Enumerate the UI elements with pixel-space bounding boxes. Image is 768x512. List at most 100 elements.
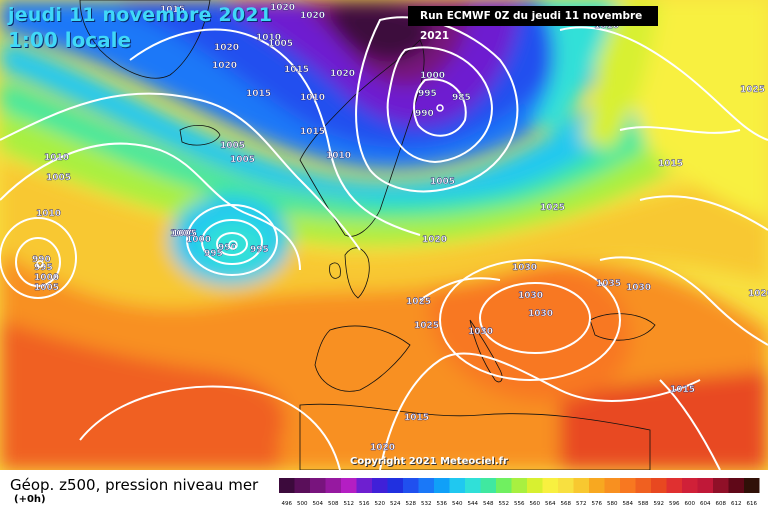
- isobar-label: 995: [250, 245, 269, 255]
- legend-swatch: [666, 478, 682, 493]
- legend-value: 548: [483, 501, 494, 507]
- legend-swatch: [480, 478, 496, 493]
- isobar-label: 1015: [246, 89, 271, 99]
- legend-swatch: [589, 478, 605, 493]
- isobar-line: [413, 78, 467, 137]
- legend-swatch: [418, 478, 434, 493]
- legend-swatch: [279, 478, 295, 493]
- field-green-band: [0, 80, 700, 221]
- run-info: Run ECMWF 0Z du jeudi 11 novembre 2021: [408, 6, 658, 42]
- isobar-label: 1020: [748, 289, 768, 299]
- legend-value: 584: [623, 501, 634, 507]
- isobar-label: 1010: [36, 209, 61, 219]
- isobar-labels: 1020 1020 1010 1005 1020 1020 1015 1015 …: [32, 3, 768, 453]
- legend-value: 496: [282, 501, 293, 507]
- low-center-mark: [228, 240, 238, 250]
- coast-british-isles: [329, 247, 370, 299]
- isobar-high-balkans: [439, 259, 621, 381]
- coast-scandinavia: [299, 39, 425, 237]
- legend-value: 516: [359, 501, 370, 507]
- legend-value: 540: [452, 501, 463, 507]
- isobar-line: [379, 352, 701, 470]
- legend-swatch: [604, 478, 620, 493]
- isobar-label: 1005: [46, 173, 71, 183]
- isobar-low-iceland: [216, 232, 248, 256]
- legend-value: 552: [499, 501, 510, 507]
- isobar-label: 1015: [670, 385, 695, 395]
- isobar-label: 1005: [170, 229, 195, 239]
- isobar-label: 1020: [214, 43, 239, 53]
- isobar-label: 1030: [468, 327, 493, 337]
- chart-title: Géop. z500, pression niveau mer: [10, 476, 259, 494]
- legend-value: 612: [731, 501, 742, 507]
- legend-swatch: [372, 478, 388, 493]
- field-cyan-band: [0, 40, 680, 202]
- legend-swatch: [558, 478, 574, 493]
- isobar-label: 985: [452, 93, 471, 103]
- isobar-line: [659, 379, 721, 470]
- isobar-label: 1015: [284, 65, 309, 75]
- legend-value: 564: [545, 501, 556, 507]
- field-orange-central: [430, 258, 631, 402]
- isobar-line: [386, 46, 493, 164]
- legend-swatch: [356, 478, 372, 493]
- isobar-label: 1015: [300, 127, 325, 137]
- geopotential-field: [0, 0, 768, 470]
- coastlines: [79, 0, 656, 470]
- isobar-line: [559, 26, 768, 141]
- isobar-high-balkans: [479, 282, 591, 354]
- color-legend: 496 500 504 508 512 516 520 524 528 532 536 540 544 5…: [279, 478, 760, 507]
- coast-africa: [299, 403, 651, 470]
- isobar-label: 1005: [34, 283, 59, 293]
- isobar-label: 1010: [300, 93, 325, 103]
- pressure-centers: [36, 104, 444, 268]
- isobar-label: 1015: [404, 413, 429, 423]
- coast-iceland: [179, 125, 221, 146]
- isobar-label: 1025: [740, 85, 765, 95]
- legend-value: 532: [421, 501, 432, 507]
- legend-value: 600: [685, 501, 696, 507]
- legend-swatch: [744, 478, 760, 493]
- isobar-label: 1025: [540, 203, 565, 213]
- isobar-line: [79, 385, 341, 470]
- coast-italy: [469, 319, 503, 383]
- isobar-label: 995: [34, 263, 53, 273]
- isobar-line: [419, 277, 501, 301]
- chart-date: jeudi 11 novembre 2021: [8, 4, 273, 26]
- isobar-low-atlantic: [0, 217, 77, 299]
- isobar-label: 1020: [422, 235, 447, 245]
- legend-swatch: [325, 478, 341, 493]
- isobar-label: 1035: [596, 279, 621, 289]
- legend-swatch: [511, 478, 527, 493]
- legend-value: 604: [700, 501, 711, 507]
- legend-value: 608: [716, 501, 727, 507]
- isobar-label: 1020: [212, 61, 237, 71]
- isobar-label: 1005: [268, 39, 293, 49]
- isobar-label: 1030: [626, 283, 651, 293]
- isobars: [0, 16, 768, 470]
- isobar-low-iceland: [186, 204, 278, 276]
- legend-swatch: [465, 478, 481, 493]
- isobar-label: 1000: [420, 71, 445, 81]
- legend-swatch: [635, 478, 651, 493]
- isobar-label: 1020: [270, 3, 295, 13]
- isobar-label: 1020: [330, 69, 355, 79]
- legend-swatch: [682, 478, 698, 493]
- field-red-southwest: [0, 320, 286, 470]
- legend-value: 560: [530, 501, 541, 507]
- isobar-label: 1030: [518, 291, 543, 301]
- isobar-label: 1005: [430, 177, 455, 187]
- legend-swatch: [542, 478, 558, 493]
- isobar-label: 1015: [658, 159, 683, 169]
- legend-swatch: [496, 478, 512, 493]
- isobar-label: 1005: [230, 155, 255, 165]
- chart-map: 1020 1020 1010 1005 1020 1020 1015 1015 …: [0, 0, 768, 470]
- legend-value: 536: [437, 501, 448, 507]
- isobar-label: 1010: [326, 151, 351, 161]
- isobar-label: 995: [418, 89, 437, 99]
- isobar-label: 995: [204, 249, 223, 259]
- isobar-label: 990: [415, 109, 434, 119]
- legend-swatch: [341, 478, 357, 493]
- legend-value: 616: [747, 501, 758, 507]
